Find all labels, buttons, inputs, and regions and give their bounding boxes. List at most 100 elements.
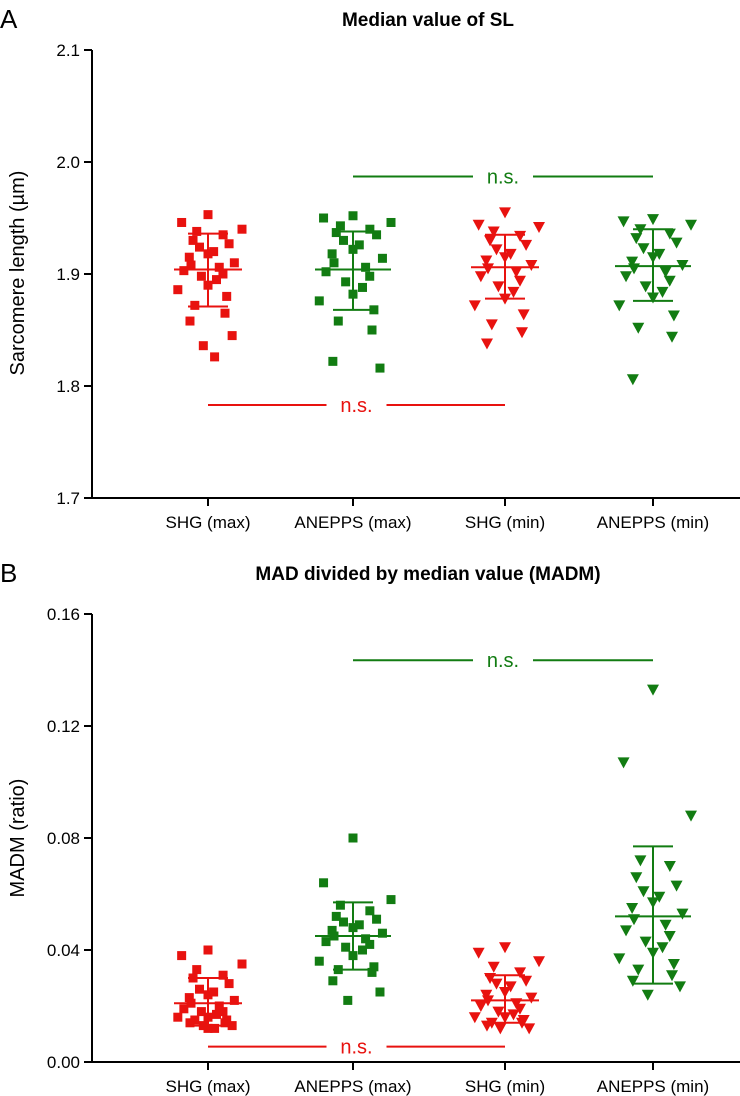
data-point [663, 861, 676, 872]
data-point [188, 235, 198, 245]
data-point [198, 341, 208, 351]
data-point [218, 1007, 228, 1017]
data-point [520, 975, 533, 987]
x-categories-a: SHG (max) ANEPPS (max) SHG (min) ANEPPS (mi… [166, 498, 709, 532]
data-point [361, 934, 371, 944]
data-point [613, 300, 626, 312]
data-point [196, 1007, 206, 1017]
data-point [663, 931, 676, 942]
data-point [335, 900, 345, 910]
data-point [173, 285, 183, 295]
data-point [667, 310, 680, 322]
data-point [510, 266, 523, 278]
x-tick-label-a: ANEPPS (max) [294, 513, 411, 532]
data-point [224, 239, 234, 249]
data-point [533, 956, 545, 968]
data-point [341, 942, 351, 952]
data-point [637, 886, 650, 898]
data-point [341, 277, 351, 287]
data-point [224, 979, 234, 989]
data-point [358, 282, 367, 292]
data-point [328, 356, 338, 366]
data-point [365, 271, 375, 281]
data-point [179, 266, 189, 276]
data-point [212, 275, 221, 285]
data-point [212, 1009, 221, 1019]
data-point [626, 256, 639, 268]
data-point [513, 275, 526, 287]
data-point [516, 327, 528, 339]
data-point [218, 230, 228, 240]
data-point [218, 970, 228, 980]
data-point [314, 956, 324, 966]
data-point [184, 252, 194, 262]
data-point [504, 981, 517, 993]
data-point [474, 1001, 487, 1012]
data-point [485, 319, 498, 331]
data-point [354, 920, 364, 930]
data-point [626, 374, 639, 386]
data-point [314, 296, 324, 306]
data-point [525, 992, 538, 1004]
data-point [358, 945, 367, 955]
data-point [367, 325, 377, 335]
y-tick-label-b: 0.04 [47, 941, 80, 960]
data-point [620, 925, 633, 937]
data-point [229, 995, 239, 1005]
data-point [617, 757, 630, 769]
data-point [365, 906, 375, 916]
y-tick-label-b: 0.16 [47, 605, 80, 624]
data-point [659, 266, 672, 278]
data-point [482, 263, 494, 275]
data-point [617, 216, 630, 228]
data-point [222, 291, 232, 301]
data-point [203, 945, 213, 955]
data-point [335, 221, 345, 231]
y-ticks-b: 0.00 0.04 0.08 0.12 0.16 [47, 605, 92, 1072]
data-point [626, 975, 639, 987]
plot-area-a: n.s. n.s. [173, 167, 697, 417]
data-point [377, 253, 387, 263]
y-tick-label-a: 2.0 [56, 153, 80, 172]
data-point [468, 300, 481, 312]
data-point [365, 939, 375, 949]
y-tick-label-a: 2.1 [56, 41, 80, 60]
data-point [237, 224, 247, 234]
data-point [348, 211, 358, 221]
y-tick-label-b: 0.00 [47, 1053, 80, 1072]
data-point [209, 247, 219, 257]
data-point [203, 1023, 213, 1033]
data-point [670, 237, 683, 249]
data-point [367, 967, 377, 977]
data-point [626, 903, 639, 914]
data-point [214, 1001, 224, 1011]
data-point [227, 1021, 237, 1031]
x-tick-label-a: SHG (max) [166, 513, 251, 532]
data-point [220, 1018, 230, 1028]
data-point [196, 271, 206, 281]
data-point [653, 891, 666, 903]
data-point [630, 233, 643, 245]
y-tick-label-a: 1.8 [56, 377, 80, 396]
y-axis-label-b: MADM (ratio) [7, 779, 29, 898]
data-point [472, 219, 485, 231]
data-point [685, 810, 697, 822]
data-point [220, 308, 230, 318]
data-point [474, 271, 487, 283]
y-tick-label-b: 0.08 [47, 829, 80, 848]
data-point [339, 235, 348, 245]
data-point [369, 305, 379, 315]
data-point [504, 248, 517, 260]
data-point [659, 919, 672, 931]
data-point [480, 255, 493, 267]
data-point [468, 1012, 481, 1024]
data-point [507, 286, 520, 298]
data-point [656, 942, 669, 954]
data-point [499, 942, 511, 954]
data-point [190, 300, 200, 310]
chart-title-b: MAD divided by median value (MADM) [255, 564, 600, 585]
data-point [327, 925, 337, 935]
data-point [333, 316, 343, 326]
data-point [685, 219, 697, 231]
data-point [375, 987, 385, 997]
